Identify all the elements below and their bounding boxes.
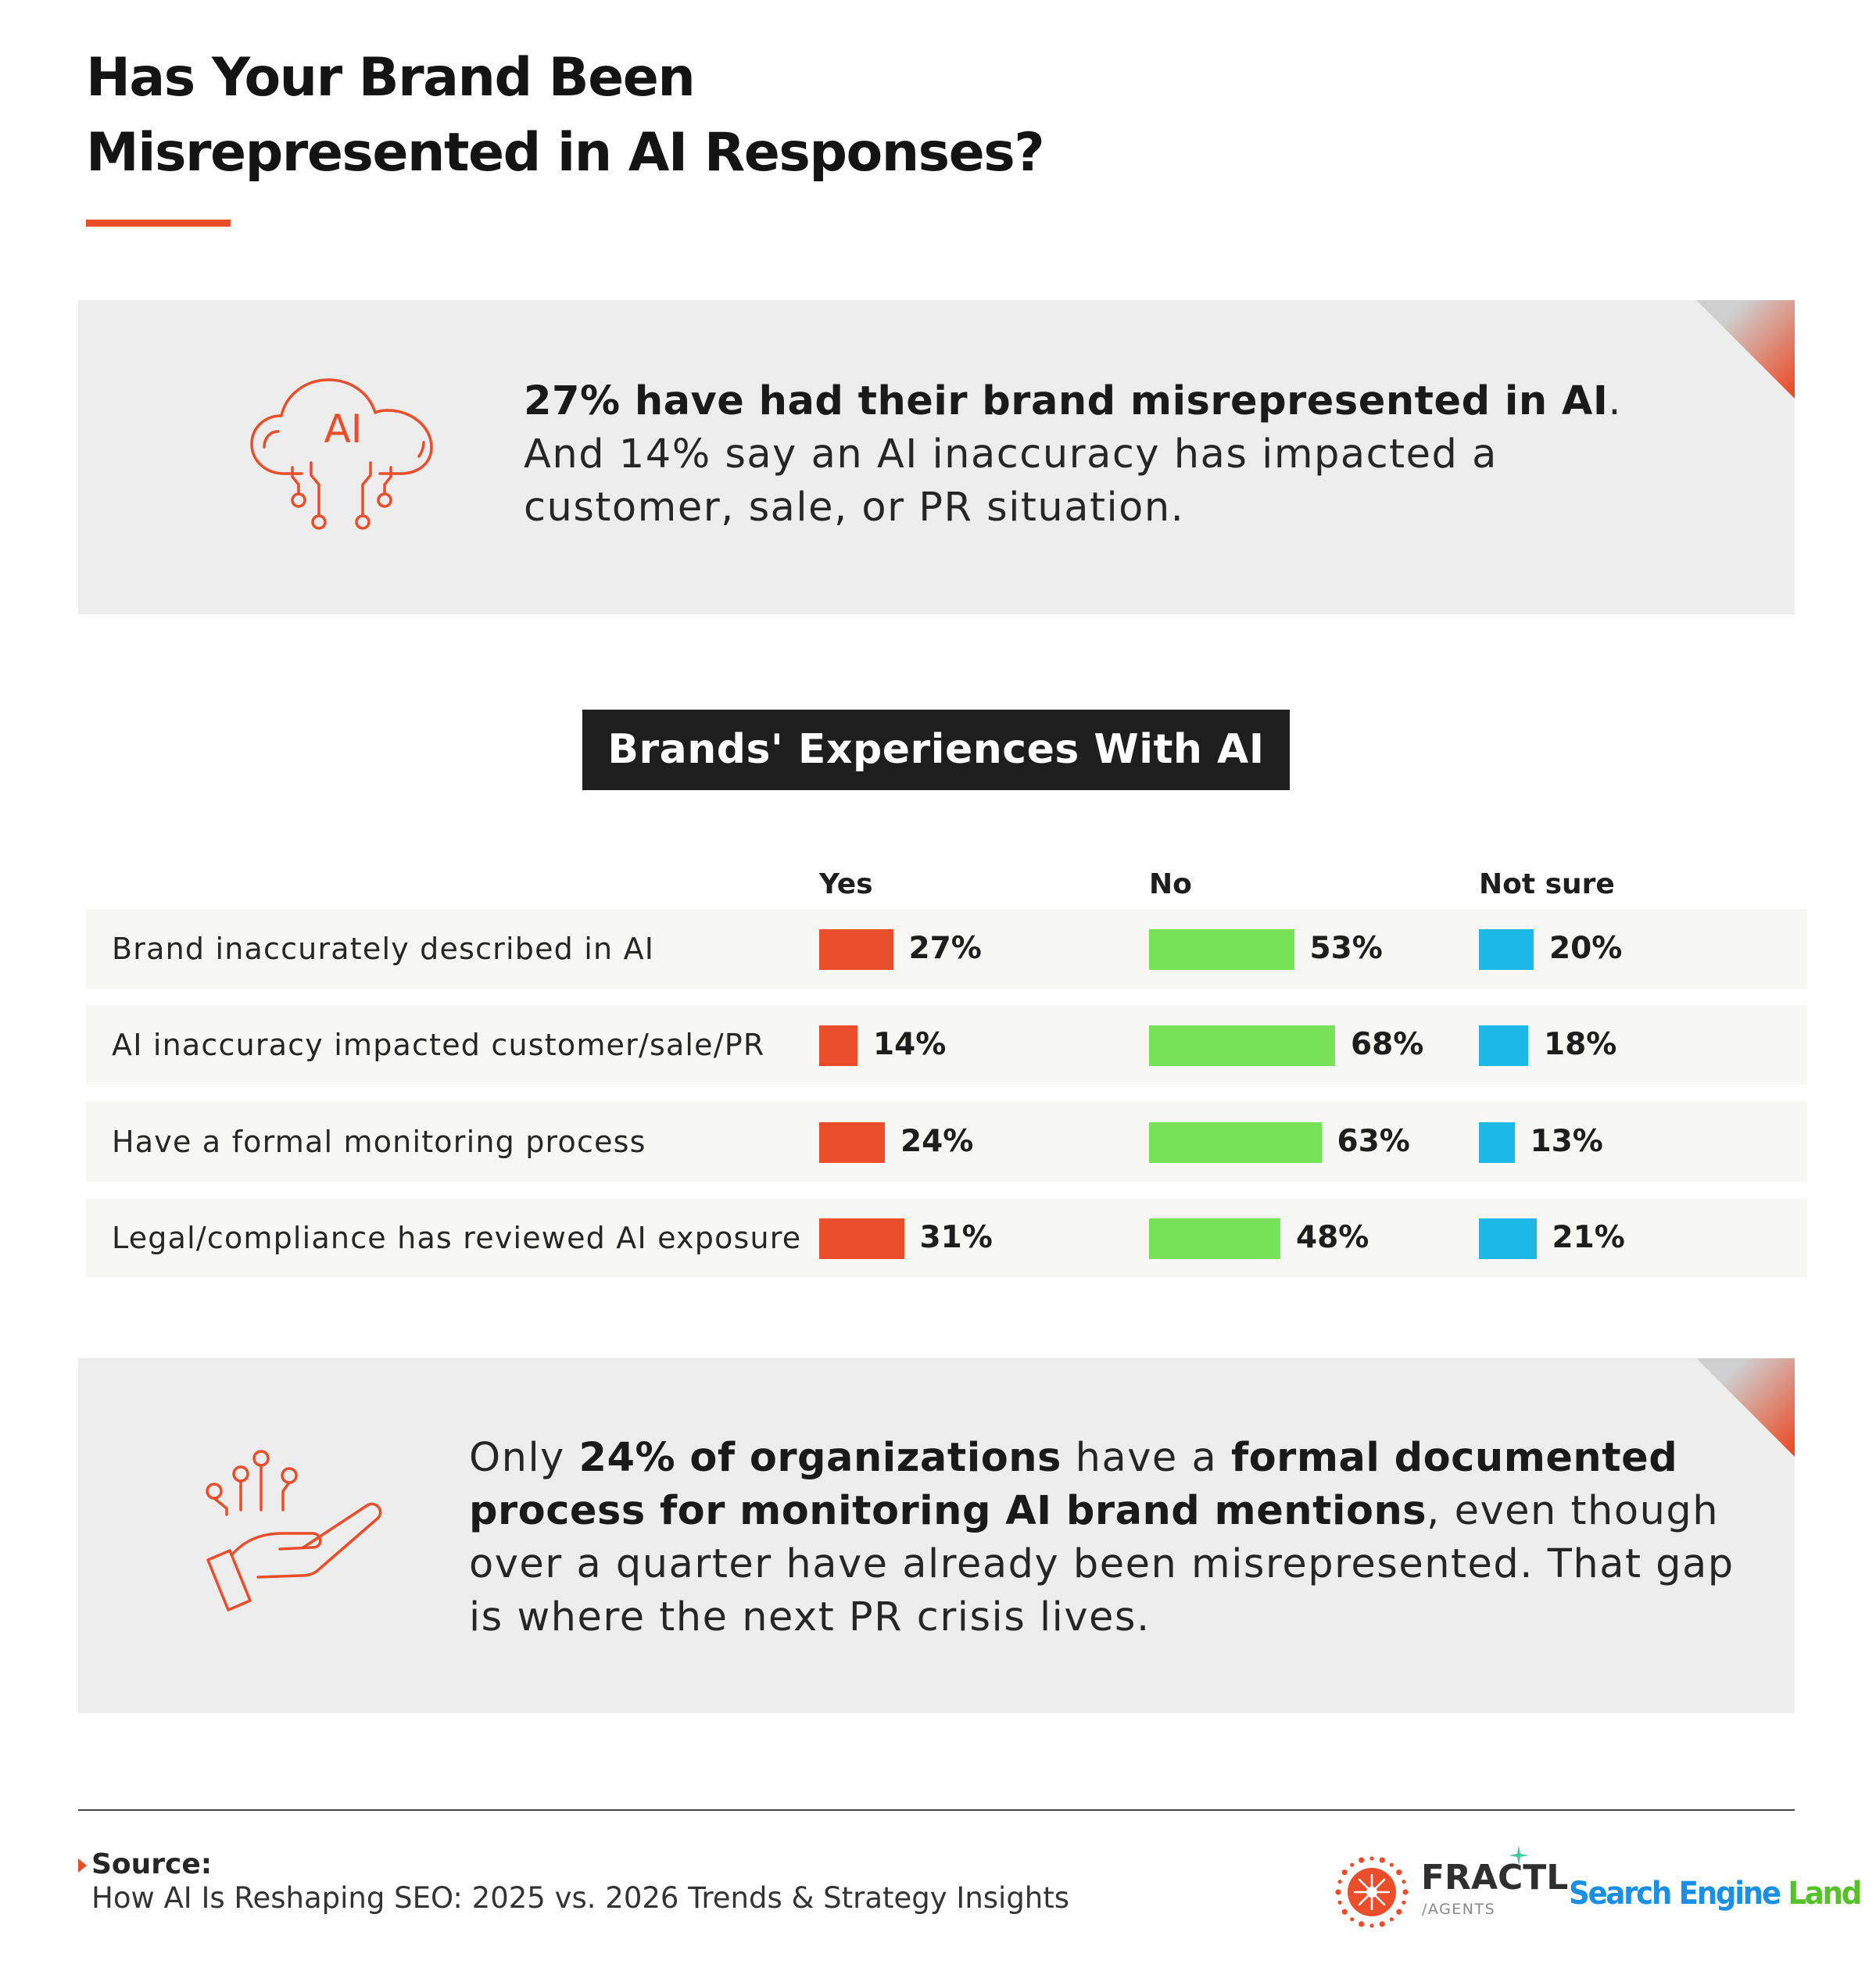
page-title-line-2: Misrepresented in AI Responses?	[86, 122, 1045, 184]
page-title: Has Your Brand Been Misrepresented in AI…	[86, 41, 1493, 191]
row-label: Brand inaccurately described in AI	[112, 932, 655, 966]
bar-yes	[819, 1218, 904, 1259]
bar-no	[1149, 1122, 1322, 1163]
callout-top-period: .	[1608, 378, 1623, 424]
sel-logo-part-2: Land	[1779, 1876, 1862, 1912]
footer-divider	[78, 1809, 1795, 1811]
source-arrow-icon	[78, 1858, 87, 1873]
table-row: AI inaccuracy impacted customer/sale/PR 1…	[86, 1005, 1807, 1085]
table-row: Legal/compliance has reviewed AI exposur…	[86, 1198, 1807, 1278]
data-label-not-sure: 21%	[1552, 1220, 1625, 1255]
row-label: Have a formal monitoring process	[112, 1125, 646, 1159]
row-label: Legal/compliance has reviewed AI exposur…	[112, 1221, 802, 1255]
bar-yes	[819, 1025, 857, 1066]
hand-circuit-icon	[205, 1449, 388, 1616]
title-underline	[86, 220, 231, 227]
bar-not-sure	[1479, 1025, 1528, 1066]
callout-bottom-highlight-2: formal documented process for monitoring…	[469, 1435, 1678, 1534]
row-label: AI inaccuracy impacted customer/sale/PR	[112, 1028, 765, 1062]
corner-accent	[1696, 300, 1795, 399]
source-label: Source:	[91, 1848, 213, 1880]
callout-card-bottom: Only 24% of organizations have a formal …	[78, 1358, 1795, 1713]
data-label-yes: 31%	[919, 1220, 993, 1255]
data-label-not-sure: 18%	[1544, 1027, 1617, 1062]
callout-bottom-text: Only 24% of organizations have a formal …	[469, 1432, 1735, 1644]
corner-accent	[1696, 1358, 1795, 1457]
callout-bottom-highlight-1: 24% of organizations	[578, 1435, 1062, 1481]
callout-top-highlight: 27% have had their brand misrepresented …	[524, 378, 1609, 424]
bar-no	[1149, 1025, 1335, 1066]
bar-yes	[819, 1122, 885, 1163]
sparkle-icon	[1509, 1845, 1529, 1866]
bar-not-sure	[1479, 1218, 1537, 1259]
ai-icon-label: AI	[324, 406, 363, 452]
data-label-not-sure: 13%	[1530, 1124, 1603, 1159]
bar-yes	[819, 929, 893, 970]
callout-bottom-text-2: have a	[1061, 1435, 1231, 1481]
data-label-yes: 27%	[908, 931, 982, 966]
ai-cloud-circuit-icon: AI	[247, 375, 439, 531]
callout-bottom-text-3: , even though over a quarter have alread…	[469, 1488, 1735, 1640]
search-engine-land-logo: Search Engine Land	[1569, 1872, 1862, 1916]
legend-not-sure: Not sure	[1479, 868, 1615, 900]
page-title-line-1: Has Your Brand Been	[86, 47, 696, 109]
callout-top-rest: And 14% say an AI inaccuracy has impacte…	[524, 431, 1498, 531]
table-row: Brand inaccurately described in AI 27% 53%…	[86, 909, 1807, 989]
callout-bottom-text-1: Only	[469, 1435, 579, 1481]
legend-no: No	[1149, 868, 1192, 900]
bar-not-sure	[1479, 929, 1534, 970]
bar-no	[1149, 929, 1294, 970]
table-row: Have a formal monitoring process 24% 63% 13…	[86, 1102, 1807, 1182]
data-label-no: 63%	[1337, 1124, 1410, 1159]
data-label-no: 48%	[1296, 1220, 1369, 1255]
chart-title: Brands' Experiences With AI	[582, 710, 1290, 790]
data-label-yes: 14%	[873, 1027, 947, 1062]
fractl-logo-subtitle: /AGENTS	[1422, 1901, 1496, 1918]
bar-no	[1149, 1218, 1280, 1259]
legend-yes: Yes	[819, 868, 873, 900]
data-label-yes: 24%	[900, 1124, 974, 1159]
fractl-logo-icon	[1335, 1856, 1409, 1928]
sel-logo-part-1: Search Engine	[1569, 1876, 1781, 1912]
bar-not-sure	[1479, 1122, 1515, 1163]
callout-card-top: AI 27% have had their brand misrepresent…	[78, 300, 1795, 614]
fractl-logo: FRACTL	[1421, 1858, 1569, 1898]
source-text: How AI Is Reshaping SEO: 2025 vs. 2026 T…	[91, 1881, 1070, 1915]
data-label-no: 68%	[1351, 1027, 1424, 1062]
data-label-not-sure: 20%	[1549, 931, 1623, 966]
callout-top-text: 27% have had their brand misrepresented …	[524, 375, 1696, 535]
data-label-no: 53%	[1309, 931, 1383, 966]
